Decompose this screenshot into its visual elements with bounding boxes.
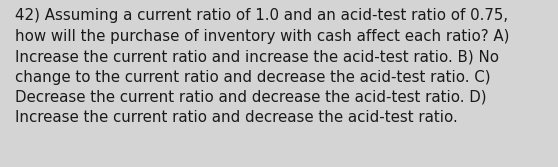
Text: 42) Assuming a current ratio of 1.0 and an acid-test ratio of 0.75,
how will the: 42) Assuming a current ratio of 1.0 and … [15,8,509,125]
